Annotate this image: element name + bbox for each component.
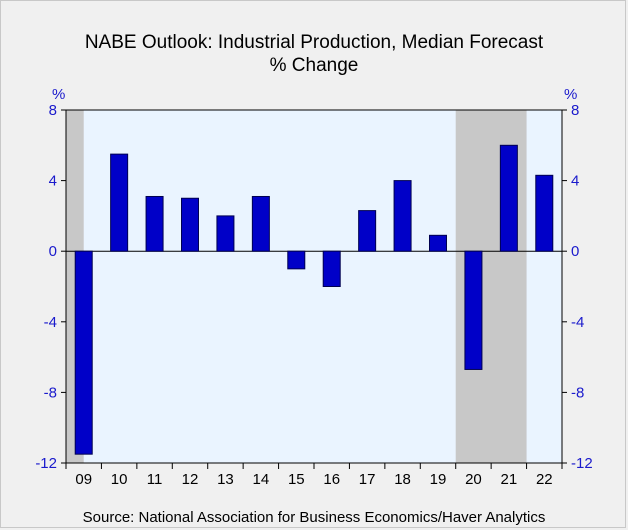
- y-tick-label-left: 8: [49, 102, 57, 119]
- y-tick-label-left: 4: [49, 173, 57, 190]
- x-tick-label-18: 18: [394, 471, 411, 488]
- bar-10: [110, 153, 129, 252]
- y-tick-label-left: 0: [49, 243, 57, 260]
- x-tick-label-10: 10: [111, 471, 128, 488]
- x-tick-label-19: 19: [430, 471, 447, 488]
- bar-12: [180, 197, 200, 252]
- bar-22: [535, 174, 554, 252]
- y-tick-label-right: 8: [571, 102, 579, 119]
- bar-15: [287, 250, 306, 270]
- bar-13: [216, 215, 235, 252]
- y-tick-label-right: -12: [571, 455, 593, 472]
- x-tick-label-17: 17: [359, 471, 376, 488]
- x-tick-label-14: 14: [253, 471, 270, 488]
- x-tick-label-20: 20: [465, 471, 482, 488]
- bar-17: [358, 210, 377, 252]
- chart-subtitle: % Change: [269, 55, 359, 76]
- bar-14: [251, 195, 270, 252]
- y-tick-label-left: -12: [35, 455, 57, 472]
- y-tick-label-right: 4: [571, 173, 579, 190]
- bar-19: [428, 234, 448, 252]
- y-tick-label-right: -4: [571, 314, 584, 331]
- y-axis-unit-right: %: [564, 86, 578, 103]
- bar-11: [145, 195, 164, 252]
- x-tick-label-12: 12: [182, 471, 199, 488]
- bar-18: [393, 180, 412, 252]
- x-tick-label-21: 21: [501, 471, 518, 488]
- chart-title: NABE Outlook: Industrial Production, Med…: [84, 32, 544, 53]
- bar-09: [74, 250, 93, 455]
- y-tick-label-right: 0: [571, 243, 579, 260]
- x-tick-label-13: 13: [217, 471, 234, 488]
- y-axis-unit-left: %: [52, 86, 66, 103]
- y-tick-label-right: -8: [571, 384, 584, 401]
- x-tick-label-15: 15: [288, 471, 305, 488]
- x-tick-label-16: 16: [323, 471, 340, 488]
- bar-16: [322, 250, 341, 287]
- x-tick-label-11: 11: [147, 471, 163, 488]
- y-tick-label-left: -4: [44, 314, 57, 331]
- bar-21: [499, 144, 518, 252]
- x-tick-label-22: 22: [536, 471, 553, 488]
- bar-20: [464, 250, 483, 370]
- x-tick-label-09: 09: [75, 471, 92, 488]
- source-note: Source: National Association for Busines…: [82, 509, 546, 526]
- y-tick-label-left: -8: [44, 384, 57, 401]
